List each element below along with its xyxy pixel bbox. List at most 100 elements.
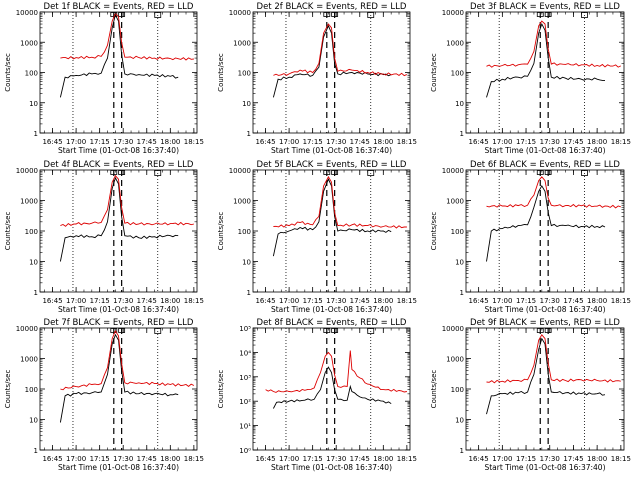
top-marker <box>367 12 375 18</box>
x-tick-label: 18:00 <box>373 297 393 305</box>
top-marker <box>323 170 331 175</box>
y-tick-label: 10000 <box>229 9 251 17</box>
x-tick-label: 17:30 <box>326 297 346 305</box>
top-marker <box>581 170 588 176</box>
panel-title: Det 6f BLACK = Events, RED = LLD <box>470 160 620 170</box>
lld-series-line <box>265 350 407 393</box>
y-axis-label: Counts/sec <box>4 212 12 251</box>
y-tick-label: 1 <box>460 289 464 297</box>
y-axis-label: Counts/sec <box>217 53 225 92</box>
y-tick-label: 10000 <box>16 167 38 175</box>
lld-series-line <box>273 175 407 229</box>
x-tick-label: 17:30 <box>540 455 560 463</box>
y-tick-label: 100 <box>451 228 464 236</box>
x-tick-label: 17:00 <box>66 297 86 305</box>
x-axis-label: Start Time (01-Oct-08 16:37:40) <box>484 305 605 314</box>
x-tick-label: 18:15 <box>397 297 417 305</box>
top-marker <box>581 12 588 18</box>
y-tick-label: 1000 <box>446 39 464 47</box>
x-tick-label: 18:00 <box>373 455 393 463</box>
x-tick-label: 17:00 <box>66 138 86 146</box>
plot-frame <box>252 327 411 451</box>
y-tick-label: 1 <box>34 447 38 455</box>
top-marker <box>536 170 544 175</box>
x-tick-label: 17:00 <box>279 455 299 463</box>
lld-series-line <box>60 174 195 227</box>
y-tick-label: 1 <box>34 130 38 138</box>
x-tick-label: 16:45 <box>469 297 489 305</box>
top-marker <box>536 12 544 17</box>
x-tick-label: 17:15 <box>90 455 110 463</box>
y-tick-label: 10000 <box>442 325 464 333</box>
x-tick-label: 17:30 <box>113 297 133 305</box>
top-marker <box>536 328 544 333</box>
panel-1: Det 1f BLACK = Events, RED = LLD 1 10 100 10… <box>4 2 204 155</box>
x-tick-label: 17:45 <box>563 455 583 463</box>
y-tick-label: 1 <box>247 130 251 138</box>
y-tick-label: 10 <box>455 100 464 108</box>
x-tick-label: 17:45 <box>350 297 370 305</box>
panel-4: Det 4f BLACK = Events, RED = LLD 1 10 100 10… <box>4 160 204 314</box>
x-tick-label: 17:00 <box>66 455 86 463</box>
x-tick-label: 17:15 <box>303 138 323 146</box>
lld-series-line <box>60 330 195 391</box>
y-axis-label: Counts/sec <box>217 212 225 251</box>
panel-title: Det 2f BLACK = Events, RED = LLD <box>257 2 407 12</box>
x-tick-label: 18:15 <box>611 455 631 463</box>
x-tick-label: 17:15 <box>516 455 536 463</box>
events-series-line <box>486 22 605 98</box>
x-tick-label: 16:45 <box>255 297 275 305</box>
y-tick-label: 10 <box>242 100 251 108</box>
top-marker <box>154 328 162 334</box>
events-series-line <box>486 337 606 415</box>
x-axis-label: Start Time (01-Oct-08 16:37:40) <box>484 146 605 155</box>
y-tick-label: 10000 <box>16 9 38 17</box>
y-tick-label: 10⁰ <box>239 447 251 455</box>
events-series-line <box>273 366 392 409</box>
y-tick-label: 10000 <box>229 167 251 175</box>
panel-title: Det 5f BLACK = Events, RED = LLD <box>257 160 407 170</box>
x-tick-label: 17:15 <box>516 138 536 146</box>
x-tick-label: 18:15 <box>184 297 204 305</box>
top-marker <box>581 328 588 334</box>
y-tick-label: 1000 <box>20 356 38 364</box>
lld-series-line <box>60 12 194 61</box>
x-tick-label: 18:15 <box>611 138 631 146</box>
panel-2: Det 2f BLACK = Events, RED = LLD 1 10 100 10… <box>217 2 417 155</box>
y-tick-label: 1 <box>460 130 464 138</box>
x-tick-label: 17:15 <box>90 297 110 305</box>
x-tick-label: 17:45 <box>137 138 157 146</box>
x-tick-label: 18:00 <box>587 297 607 305</box>
y-tick-label: 1 <box>34 289 38 297</box>
y-tick-label: 10 <box>29 259 38 267</box>
panel-8: Det 8f BLACK = Events, RED = LLD 10⁰ 10¹ 10… <box>217 318 417 472</box>
x-axis-label: Start Time (01-Oct-08 16:37:40) <box>58 146 179 155</box>
y-tick-label: 10 <box>455 417 464 425</box>
x-tick-label: 17:45 <box>563 138 583 146</box>
y-tick-label: 1000 <box>446 198 464 206</box>
panel-title: Det 1f BLACK = Events, RED = LLD <box>44 2 194 12</box>
y-axis-label: Counts/sec <box>430 370 438 409</box>
x-tick-label: 17:30 <box>326 455 346 463</box>
panel-title: Det 9f BLACK = Events, RED = LLD <box>470 318 620 328</box>
y-tick-label: 10³ <box>239 374 251 382</box>
x-tick-label: 17:15 <box>516 297 536 305</box>
y-axis-label: Counts/sec <box>4 370 12 409</box>
x-axis-label: Start Time (01-Oct-08 16:37:40) <box>271 146 392 155</box>
x-tick-label: 18:15 <box>184 455 204 463</box>
x-tick-label: 16:45 <box>255 138 275 146</box>
y-tick-label: 100 <box>25 228 38 236</box>
x-tick-label: 17:45 <box>563 297 583 305</box>
y-tick-label: 1 <box>247 289 251 297</box>
x-tick-label: 17:30 <box>113 455 133 463</box>
y-tick-label: 10² <box>239 398 251 406</box>
x-axis-label: Start Time (01-Oct-08 16:37:40) <box>58 305 179 314</box>
y-tick-label: 1000 <box>446 356 464 364</box>
y-tick-label: 100 <box>25 386 38 394</box>
panel-title: Det 7f BLACK = Events, RED = LLD <box>44 318 194 328</box>
y-axis-label: Counts/sec <box>430 53 438 92</box>
y-tick-label: 10000 <box>442 9 464 17</box>
top-marker <box>118 12 126 17</box>
top-marker <box>110 328 118 333</box>
